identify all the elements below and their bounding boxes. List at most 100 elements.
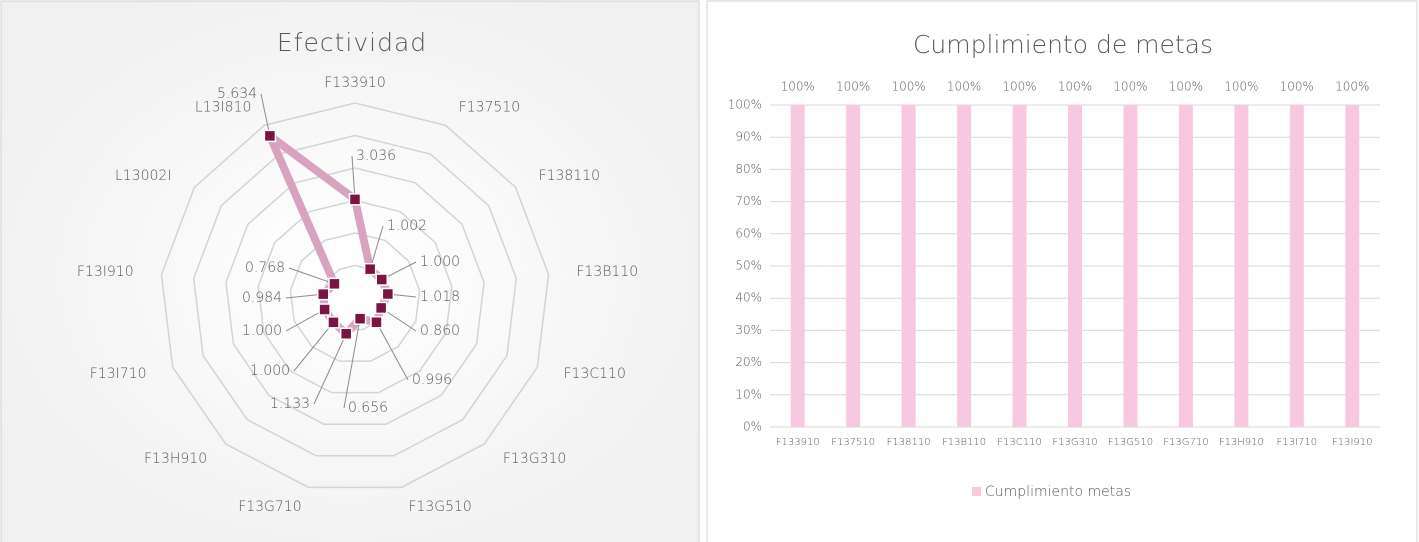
y-tick-label: 10% [735,387,762,401]
legend-label: Cumplimiento metas [985,484,1131,500]
y-tick-label: 40% [735,291,762,305]
category-label: L13002I [115,168,171,184]
grid-ring [289,232,421,362]
bar [957,105,972,427]
leader-line [285,309,325,332]
x-tick-label: F13G710 [1163,437,1208,448]
marker [327,316,340,329]
data-label: 100% [781,80,815,94]
bar [1345,105,1360,427]
leader-line [313,333,347,405]
bar [1012,105,1027,427]
grid-ring [192,134,518,457]
x-tick-label: F13B110 [942,437,986,448]
category-label: F13I910 [77,264,134,280]
data-label: 100% [1113,80,1147,94]
leader-line [288,267,335,285]
data-label: 1.000 [242,323,282,339]
marker [375,273,388,286]
grid-ring [160,102,550,489]
data-label: 100% [836,80,870,94]
y-tick-label: 0% [743,420,762,434]
data-label: 100% [1335,80,1369,94]
x-tick-label: F133910 [776,437,820,448]
y-tick-label: 100% [728,98,762,112]
marker [363,262,377,276]
marker [348,193,362,206]
category-label: F13H910 [144,451,207,467]
bar [790,105,805,427]
data-label: 1.000 [420,254,460,270]
y-tick-label: 90% [735,130,762,144]
y-tick-label: 20% [735,355,762,369]
category-label: F13C110 [564,366,626,382]
marker [381,287,395,301]
data-label: 1.133 [270,396,310,412]
data-label: 100% [891,80,925,94]
category-label: F13I710 [90,366,147,382]
data-label: 1.000 [250,363,290,379]
grid-ring [225,167,485,425]
data-label: 100% [1224,80,1258,94]
data-label: 0.656 [348,400,388,416]
data-label: 0.860 [420,323,460,339]
chart-title: Efectividad [277,28,427,57]
category-label: F13G310 [503,451,566,467]
data-label: 0.996 [412,372,452,388]
leader-line [369,225,384,270]
data-label: 100% [947,80,981,94]
data-label: 0.768 [245,260,285,276]
leader-line [351,155,356,200]
data-label: 3.036 [356,148,396,164]
marker [328,277,341,291]
marker [339,327,353,341]
bar [1123,105,1138,427]
marker [353,312,367,325]
x-tick-label: F13I710 [1277,437,1318,448]
x-tick-label: F13C110 [997,437,1042,448]
y-tick-label: 80% [735,162,762,176]
marker [263,129,277,143]
leader-line [376,321,409,381]
data-label: 1.002 [387,218,427,234]
leader-line [343,318,361,409]
category-label: F13G710 [238,499,301,515]
marker [318,303,331,316]
bar [1234,105,1249,427]
x-tick-label: F13I910 [1332,437,1373,448]
x-tick-label: F13H910 [1219,437,1264,448]
category-label: F138110 [539,168,601,184]
category-label: F137510 [459,100,521,116]
marker [374,301,388,315]
x-tick-label: F137510 [831,437,875,448]
leader-line [293,322,334,372]
legend-swatch [972,487,981,496]
data-label: 100% [1058,80,1092,94]
category-label: L13I810 [195,100,251,116]
chart-title: Cumplimiento de metas [913,30,1213,59]
data-label: 5.634 [217,86,257,102]
y-tick-label: 50% [735,259,762,273]
category-label: F13B110 [576,264,638,280]
leader-line [260,93,271,136]
bar [846,105,861,427]
y-tick-label: 30% [735,323,762,337]
category-label: F133910 [324,75,386,91]
data-label: 1.018 [420,289,460,305]
bar [1289,105,1304,427]
marker [317,287,330,301]
grid-ring [257,199,453,394]
bar [1068,105,1082,427]
marker [370,315,383,329]
bar [1178,105,1193,427]
y-tick-label: 70% [735,194,762,208]
x-tick-label: F13G510 [1108,437,1153,448]
x-tick-label: F138110 [887,437,931,448]
data-label: 100% [1169,80,1203,94]
y-tick-label: 60% [735,226,762,240]
bar [901,105,916,427]
x-tick-label: F13G310 [1052,437,1097,448]
radar-panel [0,0,700,542]
